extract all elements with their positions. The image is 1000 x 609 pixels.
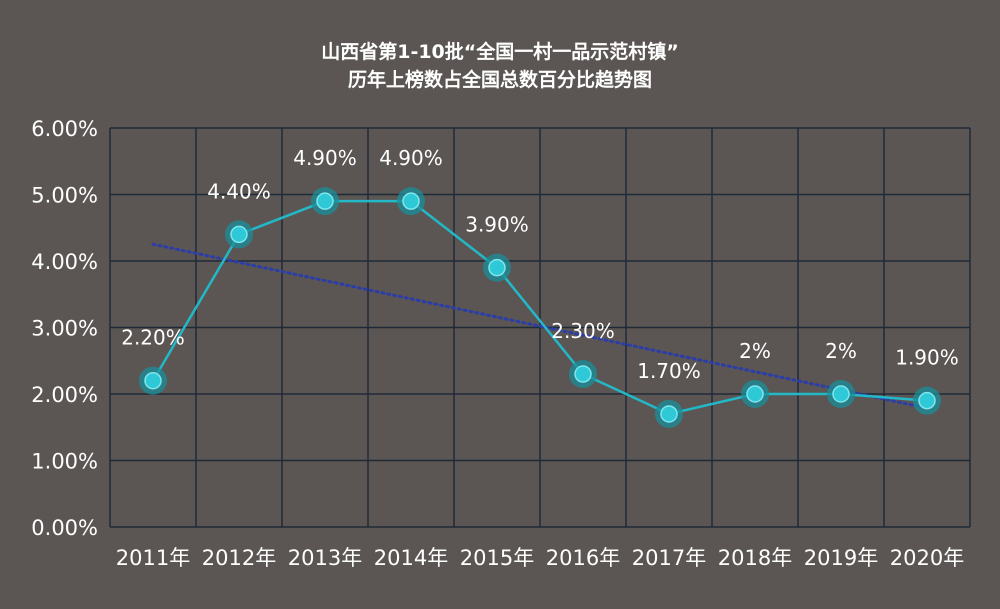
series-layer xyxy=(139,187,941,428)
data-point xyxy=(144,371,162,390)
data-label: 2% xyxy=(739,339,771,363)
data-label: 2.30% xyxy=(551,319,615,343)
y-tick-label: 1.00% xyxy=(31,450,98,474)
data-point xyxy=(316,192,334,210)
data-point xyxy=(660,405,678,423)
data-point xyxy=(488,258,506,277)
y-tick-label: 6.00% xyxy=(31,117,98,141)
x-axis-ticks: 2011年 2012年 2013年 2014年 2015年 2016年 2017年 2018年… xyxy=(116,546,964,570)
trendline-layer xyxy=(151,242,929,410)
data-label: 4.90% xyxy=(379,146,443,170)
data-label: 1.90% xyxy=(895,346,959,370)
y-axis-ticks: 0.00% 1.00% 2.00% 3.00% 4.00% 5.00% 6.00% xyxy=(31,117,98,540)
chart-title: 山西省第1-10批“全国一村一品示范村镇” xyxy=(321,40,679,63)
x-tick-label: 2020年 xyxy=(890,546,964,570)
x-tick-label: 2019年 xyxy=(804,546,878,570)
data-label: 2% xyxy=(825,339,857,363)
x-tick-label: 2011年 xyxy=(116,546,190,570)
data-label: 4.90% xyxy=(293,146,357,170)
data-point xyxy=(230,225,248,244)
y-tick-label: 3.00% xyxy=(31,317,98,341)
x-tick-label: 2014年 xyxy=(374,546,448,570)
y-tick-label: 0.00% xyxy=(31,516,98,540)
x-tick-label: 2015年 xyxy=(460,546,534,570)
data-label: 4.40% xyxy=(207,179,271,203)
x-tick-label: 2013年 xyxy=(288,546,362,570)
y-tick-label: 5.00% xyxy=(31,184,98,208)
x-tick-label: 2017年 xyxy=(632,546,706,570)
data-point xyxy=(918,391,936,410)
x-tick-label: 2018年 xyxy=(718,546,792,570)
y-tick-label: 2.00% xyxy=(31,383,98,407)
data-point xyxy=(574,365,592,383)
data-point xyxy=(832,385,850,403)
data-labels: 2.20% 4.40% 4.90% 4.90% 3.90% 2.30% 1.70% 2% 2% 1… xyxy=(121,146,959,383)
trendline xyxy=(151,242,929,410)
data-point xyxy=(402,192,420,210)
data-label: 2.20% xyxy=(121,326,185,350)
chart-subtitle: 历年上榜数占全国总数百分比趋势图 xyxy=(348,68,652,91)
y-tick-label: 4.00% xyxy=(31,250,98,274)
data-label: 3.90% xyxy=(465,213,529,237)
data-point xyxy=(746,385,764,403)
data-label: 1.70% xyxy=(637,359,701,383)
x-tick-label: 2016年 xyxy=(546,546,620,570)
x-tick-label: 2012年 xyxy=(202,546,276,570)
series-line xyxy=(151,199,928,416)
